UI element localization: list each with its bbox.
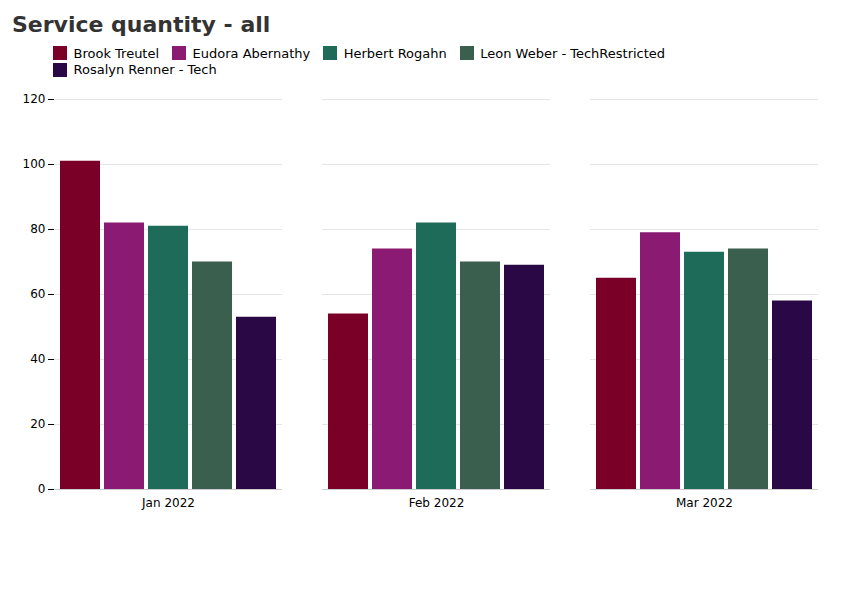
svg-text:40: 40 [30,352,45,366]
svg-text:Mar 2022: Mar 2022 [676,496,733,510]
html-text:Rosalyn Renner - Tech: Rosalyn Renner - Tech [73,62,217,78]
svg-text:0: 0 [38,482,46,496]
html-text:Eudora Abernathy: Eudora Abernathy [192,45,311,61]
svg-text:120: 120 [23,92,46,106]
svg-text:20: 20 [30,417,45,431]
html-text:Leon Weber - TechRestricted: Leon Weber - TechRestricted [480,45,666,61]
html-text:Brook Treutel: Brook Treutel [73,45,160,61]
html-text:Herbert Rogahn: Herbert Rogahn [343,45,447,61]
svg-text:100: 100 [23,157,46,171]
svg-text:Jan 2022: Jan 2022 [141,496,195,510]
svg-text:Feb 2022: Feb 2022 [409,496,465,510]
html-text:Service quantity - all: Service quantity - all [12,12,271,37]
svg-text:80: 80 [30,222,45,236]
svg-text:60: 60 [30,287,45,301]
